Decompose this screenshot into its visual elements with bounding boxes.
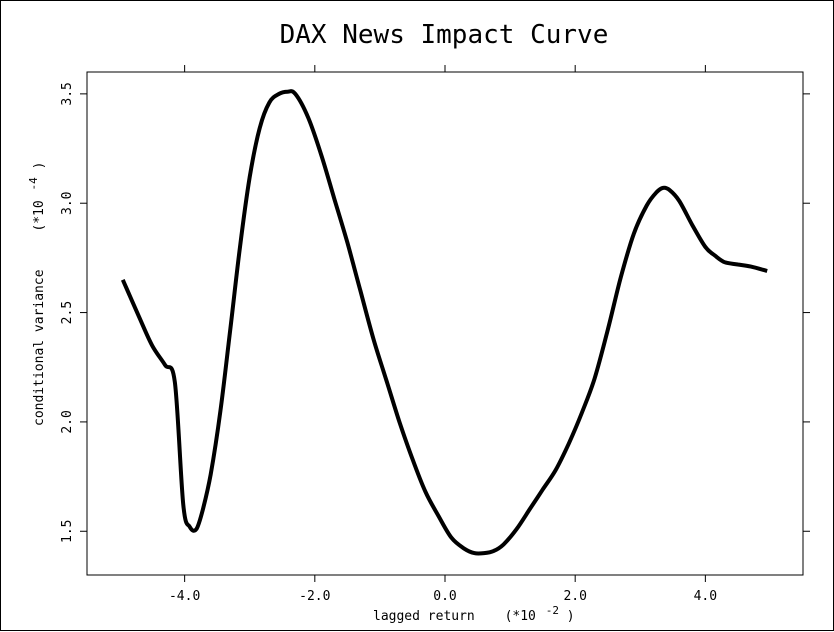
- x-tick-label: -2.0: [299, 589, 330, 604]
- y-axis-scale-close: ): [32, 162, 47, 170]
- y-axis-label: conditional variance: [32, 269, 47, 426]
- x-tick-label: 4.0: [694, 589, 717, 604]
- series-line: [120, 89, 768, 556]
- y-axis-ticks: 1.5 2.0 2.5 3.0 3.5: [60, 82, 810, 543]
- x-axis-label: lagged return: [373, 609, 475, 624]
- y-tick-label: 3.0: [60, 191, 75, 214]
- x-axis-ticks: -4.0 -2.0 0.0 2.0 4.0: [169, 65, 717, 604]
- svg-text:lagged return (*10: lagged return (*10 -2 ): [373, 603, 575, 624]
- y-axis-scale-exponent: -4: [27, 177, 40, 191]
- svg-text:conditional variance (: conditional variance (*10 -4 ): [26, 162, 47, 426]
- y-tick-label: 3.5: [60, 82, 75, 105]
- y-axis-scale: (*10: [32, 200, 47, 231]
- x-axis-label-group: lagged return (*10 -2 ): [373, 603, 575, 624]
- x-tick-label: 2.0: [563, 589, 586, 604]
- y-tick-label: 2.0: [60, 410, 75, 433]
- plot-area: [86, 71, 804, 576]
- x-axis-scale-close: ): [567, 609, 575, 624]
- y-tick-label: 1.5: [60, 520, 75, 543]
- y-tick-label: 2.5: [60, 301, 75, 324]
- x-axis-scale-exponent: -2: [546, 604, 559, 617]
- x-tick-label: 0.0: [433, 589, 456, 604]
- chart-title: DAX News Impact Curve: [280, 20, 609, 50]
- x-tick-label: -4.0: [169, 589, 200, 604]
- series-group: [120, 89, 768, 556]
- x-axis-scale: (*10: [505, 609, 536, 624]
- y-axis-label-group: conditional variance (*10 -4 ): [26, 162, 47, 426]
